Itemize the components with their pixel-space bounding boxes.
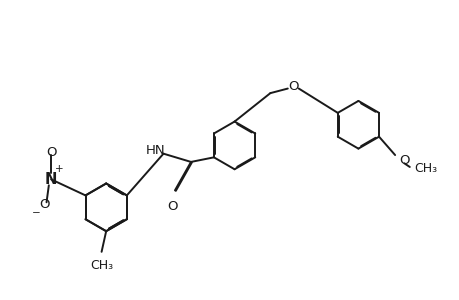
Text: HN: HN — [146, 143, 165, 157]
Text: +: + — [55, 164, 63, 174]
Text: CH₃: CH₃ — [414, 162, 437, 175]
Text: O: O — [398, 154, 409, 167]
Text: O: O — [287, 80, 298, 93]
Text: O: O — [39, 198, 50, 211]
Text: CH₃: CH₃ — [90, 259, 113, 272]
Text: O: O — [46, 146, 56, 159]
Text: −: − — [32, 208, 40, 218]
Text: O: O — [167, 200, 178, 213]
Text: N: N — [45, 172, 57, 187]
